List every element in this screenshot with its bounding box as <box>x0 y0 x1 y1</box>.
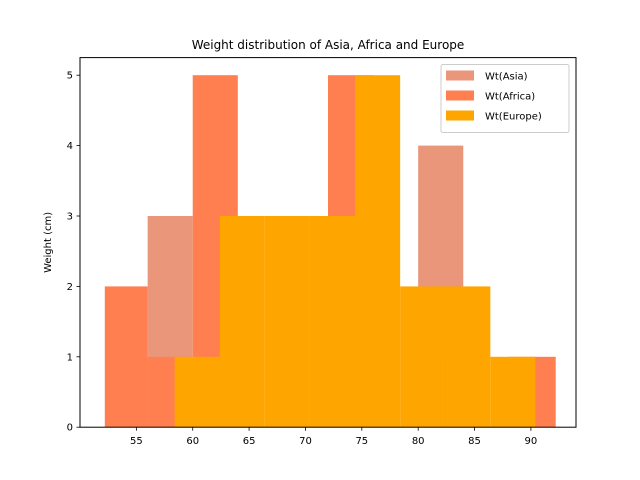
x-axis: 55 60 65 70 75 80 85 90 <box>130 427 537 447</box>
legend-label: Wt(Asia) <box>485 72 528 83</box>
bar-wt-europe-7 <box>490 356 536 428</box>
legend: Wt(Asia) Wt(Africa) Wt(Europe) <box>440 64 570 133</box>
plot-frame <box>79 57 577 428</box>
y-tick-label: 1 <box>67 352 73 363</box>
bar-wt-europe-1 <box>219 216 265 428</box>
bar-wt-africa-0 <box>104 286 148 428</box>
chart-title: Weight distribution of Asia, Africa and … <box>192 38 465 52</box>
legend-swatch <box>446 110 474 121</box>
y-tick-label: 4 <box>67 141 73 152</box>
bar-wt-europe-0 <box>174 356 220 428</box>
x-tick-label: 55 <box>130 436 143 447</box>
bar-wt-europe-3 <box>309 216 356 428</box>
y-axis-label: Weight (cm) <box>43 212 54 273</box>
y-tick-label: 3 <box>67 212 73 223</box>
bar-wt-europe-6 <box>445 286 491 428</box>
bar-wt-europe-2 <box>264 216 310 428</box>
legend-label: Wt(Africa) <box>485 92 535 103</box>
bar-wt-europe-4 <box>355 75 401 428</box>
legend-swatch <box>446 70 474 81</box>
x-tick-label: 80 <box>412 436 425 447</box>
y-axis: 0 1 2 3 4 5 <box>67 71 80 434</box>
y-tick-label: 0 <box>67 423 73 434</box>
x-tick-label: 75 <box>355 436 368 447</box>
bars-layer <box>104 75 556 428</box>
x-tick-label: 65 <box>243 436 256 447</box>
x-tick-label: 60 <box>186 436 199 447</box>
y-tick-label: 2 <box>67 282 73 293</box>
legend-swatch <box>446 90 474 101</box>
x-tick-label: 70 <box>299 436 312 447</box>
x-tick-label: 85 <box>468 436 481 447</box>
bar-wt-europe-5 <box>400 286 446 428</box>
x-tick-label: 90 <box>525 436 538 447</box>
legend-label: Wt(Europe) <box>485 112 542 123</box>
y-tick-label: 5 <box>67 71 73 82</box>
